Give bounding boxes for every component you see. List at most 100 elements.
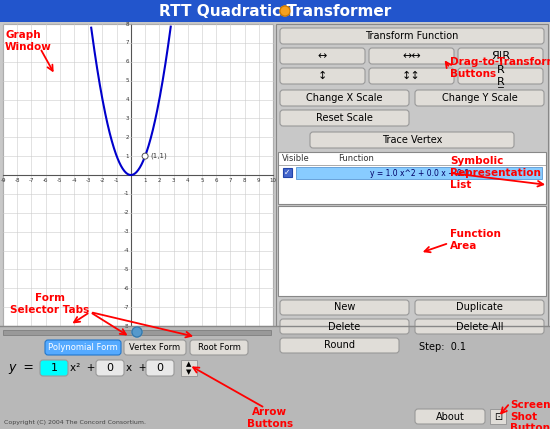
Circle shape (280, 6, 290, 16)
Text: Polynomial Form: Polynomial Form (48, 343, 118, 352)
Text: 6: 6 (214, 178, 218, 183)
Text: ✓: ✓ (284, 168, 291, 177)
FancyBboxPatch shape (280, 90, 409, 106)
Text: Drag-to-Transform
Buttons: Drag-to-Transform Buttons (450, 57, 550, 79)
Text: Reset Scale: Reset Scale (316, 113, 373, 123)
Text: ↕↕: ↕↕ (402, 71, 421, 81)
Text: Symbolic
Representation
List: Symbolic Representation List (450, 157, 541, 190)
FancyBboxPatch shape (415, 319, 544, 334)
FancyBboxPatch shape (458, 48, 543, 64)
Text: ↔: ↔ (318, 51, 327, 61)
Text: x²  +: x² + (70, 363, 95, 373)
Circle shape (142, 153, 148, 159)
Bar (278, 206, 546, 296)
Text: Graph
Window: Graph Window (5, 30, 52, 51)
FancyBboxPatch shape (458, 68, 543, 84)
Text: -4: -4 (123, 248, 129, 253)
Text: 1: 1 (125, 154, 129, 159)
FancyBboxPatch shape (415, 90, 544, 106)
Text: 5: 5 (125, 78, 129, 83)
Text: 2: 2 (157, 178, 161, 183)
FancyBboxPatch shape (280, 338, 399, 353)
Text: -3: -3 (123, 229, 129, 234)
Text: 8: 8 (243, 178, 246, 183)
Text: 2: 2 (125, 135, 129, 140)
Text: 3: 3 (125, 116, 129, 121)
Text: Step:  0.1: Step: 0.1 (419, 342, 466, 352)
FancyBboxPatch shape (280, 300, 409, 315)
Text: About: About (436, 411, 464, 422)
Text: -7: -7 (123, 305, 129, 310)
Text: Function
Area: Function Area (450, 229, 501, 251)
Text: ⊡: ⊡ (494, 412, 502, 422)
Text: Root Form: Root Form (197, 343, 240, 352)
FancyBboxPatch shape (415, 300, 544, 315)
Text: Round: Round (324, 341, 355, 350)
Circle shape (132, 327, 142, 337)
Text: Arrow
Buttons: Arrow Buttons (247, 407, 293, 429)
FancyBboxPatch shape (280, 110, 409, 126)
Text: 0: 0 (107, 363, 113, 373)
Text: -8: -8 (14, 178, 20, 183)
Bar (3, 330, 271, 335)
Text: y  =: y = (8, 362, 34, 375)
FancyBboxPatch shape (369, 48, 454, 64)
FancyBboxPatch shape (146, 360, 174, 376)
Text: -2: -2 (100, 178, 105, 183)
Text: 9: 9 (257, 178, 261, 183)
Bar (276, 24, 548, 326)
Text: Vertex Form: Vertex Form (129, 343, 180, 352)
Text: ▲: ▲ (186, 361, 192, 367)
Text: Function: Function (338, 154, 374, 163)
FancyBboxPatch shape (280, 28, 544, 44)
Text: 7: 7 (125, 40, 129, 45)
Text: 3: 3 (172, 178, 175, 183)
Text: Delete All: Delete All (456, 321, 503, 332)
Text: -7: -7 (29, 178, 34, 183)
Text: Visible: Visible (282, 154, 310, 163)
Text: 5: 5 (200, 178, 204, 183)
FancyBboxPatch shape (310, 132, 514, 148)
Text: 0: 0 (157, 363, 163, 373)
FancyBboxPatch shape (369, 68, 454, 84)
Bar (283, 168, 292, 177)
Text: -6: -6 (43, 178, 48, 183)
Text: x  +: x + (126, 363, 147, 373)
Text: New: New (334, 302, 355, 312)
Text: Delete: Delete (328, 321, 361, 332)
Text: -1: -1 (114, 178, 119, 183)
Text: 4: 4 (125, 97, 129, 102)
FancyBboxPatch shape (96, 360, 124, 376)
Bar (3, 24, 273, 326)
FancyBboxPatch shape (45, 340, 121, 355)
Bar (0, 326, 550, 429)
FancyBboxPatch shape (190, 340, 248, 355)
Text: Change X Scale: Change X Scale (306, 93, 383, 103)
Text: -5: -5 (123, 267, 129, 272)
Text: -6: -6 (123, 286, 129, 291)
Text: ↔↔: ↔↔ (402, 51, 421, 61)
Text: 10: 10 (270, 178, 277, 183)
Text: RTT Quadratic Transformer: RTT Quadratic Transformer (159, 3, 391, 18)
Text: 4: 4 (186, 178, 190, 183)
Text: Copyright (C) 2004 The Concord Consortium.: Copyright (C) 2004 The Concord Consortiu… (4, 420, 146, 425)
FancyBboxPatch shape (40, 360, 68, 376)
Text: ▼: ▼ (186, 369, 192, 375)
Text: -1: -1 (123, 191, 129, 196)
Text: 1: 1 (51, 363, 58, 373)
FancyBboxPatch shape (280, 319, 409, 334)
Text: Trace Vertex: Trace Vertex (382, 135, 442, 145)
Bar (490, 409, 506, 424)
Text: -9: -9 (0, 178, 6, 183)
FancyBboxPatch shape (124, 340, 186, 355)
Text: Change Y Scale: Change Y Scale (442, 93, 518, 103)
Text: ↕: ↕ (318, 71, 327, 81)
Text: (1,1): (1,1) (150, 153, 167, 160)
Bar (181, 360, 197, 376)
FancyBboxPatch shape (280, 68, 365, 84)
Bar (296, 167, 542, 179)
Text: Duplicate: Duplicate (456, 302, 503, 312)
Text: -2: -2 (123, 210, 129, 215)
Text: Form
Selector Tabs: Form Selector Tabs (10, 293, 90, 314)
Text: Transform Function: Transform Function (365, 31, 459, 41)
